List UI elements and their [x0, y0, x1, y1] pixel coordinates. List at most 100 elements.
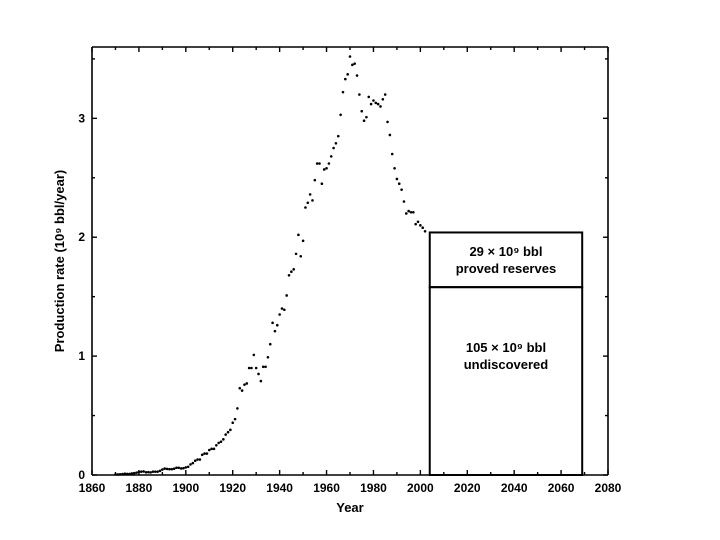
- data-point: [421, 226, 425, 230]
- data-point: [372, 99, 375, 102]
- data-point: [224, 433, 227, 436]
- x-tick-label: 1880: [126, 481, 153, 495]
- data-point: [226, 430, 230, 434]
- data-point: [271, 321, 274, 325]
- data-point: [332, 146, 335, 150]
- data-point: [315, 162, 319, 165]
- data-point: [412, 210, 415, 214]
- x-tick-label: 1940: [266, 481, 293, 495]
- data-point: [294, 252, 298, 256]
- data-point: [301, 239, 305, 243]
- data-point: [146, 470, 150, 474]
- data-point: [353, 62, 356, 65]
- data-point: [247, 366, 251, 370]
- x-tick-label: 2060: [548, 481, 575, 495]
- data-point: [207, 448, 211, 452]
- x-tick-label: 1860: [79, 481, 106, 495]
- data-point: [283, 308, 286, 312]
- data-point: [132, 471, 136, 475]
- data-point: [135, 471, 138, 474]
- axis-ticks: 1860 1880 1900 1920 1940 1960 1980 2000 2020 2040…: [78, 47, 622, 495]
- data-point: [388, 133, 392, 137]
- x-axis-title: Year: [336, 500, 363, 515]
- data-point: [278, 313, 281, 316]
- data-point: [320, 182, 324, 186]
- data-point: [198, 458, 202, 461]
- data-point: [222, 438, 225, 441]
- data-point: [290, 270, 293, 274]
- reserve-amount-label: 29 × 10⁹ bbl: [469, 244, 542, 259]
- data-point: [369, 102, 373, 106]
- data-point: [163, 467, 167, 470]
- data-point: [168, 467, 171, 471]
- data-point: [158, 469, 162, 473]
- data-point: [292, 268, 296, 271]
- data-point: [327, 162, 331, 165]
- data-point: [397, 182, 401, 186]
- data-point: [379, 105, 382, 108]
- data-point: [275, 323, 279, 327]
- data-point: [285, 294, 288, 297]
- data-point: [362, 119, 366, 123]
- data-point: [186, 465, 190, 469]
- data-point: [177, 466, 181, 470]
- data-point: [423, 229, 427, 233]
- data-point: [266, 356, 270, 359]
- y-tick-label: 2: [78, 230, 85, 244]
- data-point: [151, 470, 155, 473]
- data-point: [416, 220, 420, 224]
- data-point: [193, 459, 197, 463]
- data-point: [376, 102, 380, 106]
- data-point: [308, 193, 312, 196]
- data-point: [191, 461, 195, 465]
- data-point: [200, 453, 204, 457]
- data-point: [172, 467, 176, 470]
- x-tick-label: 2020: [454, 481, 481, 495]
- reserve-type-label: undiscovered: [464, 357, 549, 372]
- y-tick-label: 3: [78, 111, 85, 125]
- reserve-boxes: 29 × 10⁹ bbl proved reserves 105 × 10⁹ bbl…: [428, 231, 584, 476]
- data-point: [358, 93, 361, 96]
- data-point: [116, 473, 120, 476]
- data-point: [393, 166, 396, 170]
- data-point: [156, 470, 159, 473]
- data-point: [273, 329, 277, 333]
- x-tick-label: 2040: [501, 481, 528, 495]
- data-point: [419, 224, 422, 227]
- data-point: [144, 470, 148, 474]
- data-point: [161, 468, 164, 471]
- data-point: [215, 443, 218, 447]
- data-point: [130, 472, 134, 475]
- data-point: [367, 95, 371, 99]
- data-point: [318, 162, 321, 165]
- data-point: [139, 470, 143, 473]
- reserve-type-label: proved reserves: [456, 261, 556, 276]
- data-point: [341, 90, 345, 94]
- data-point: [114, 473, 117, 476]
- data-point: [383, 93, 387, 96]
- x-tick-label: 2000: [407, 481, 434, 495]
- data-point: [297, 233, 300, 237]
- data-point: [236, 407, 239, 410]
- data-point: [311, 199, 314, 202]
- data-point: [128, 472, 131, 476]
- data-point: [346, 73, 349, 76]
- data-point: [118, 472, 122, 476]
- y-tick-label: 0: [78, 468, 85, 482]
- data-point: [238, 386, 242, 390]
- data-point: [184, 466, 188, 469]
- x-tick-label: 1980: [360, 481, 387, 495]
- data-point: [175, 466, 178, 470]
- data-point: [339, 113, 342, 117]
- data-point: [257, 372, 260, 376]
- data-point: [212, 447, 216, 451]
- data-point: [254, 366, 258, 370]
- data-point: [165, 467, 169, 471]
- data-point: [381, 98, 385, 101]
- data-points: [114, 55, 427, 476]
- data-point: [322, 168, 326, 171]
- data-point: [355, 74, 359, 77]
- data-point: [306, 201, 310, 205]
- data-point: [259, 379, 263, 383]
- data-point: [231, 421, 235, 424]
